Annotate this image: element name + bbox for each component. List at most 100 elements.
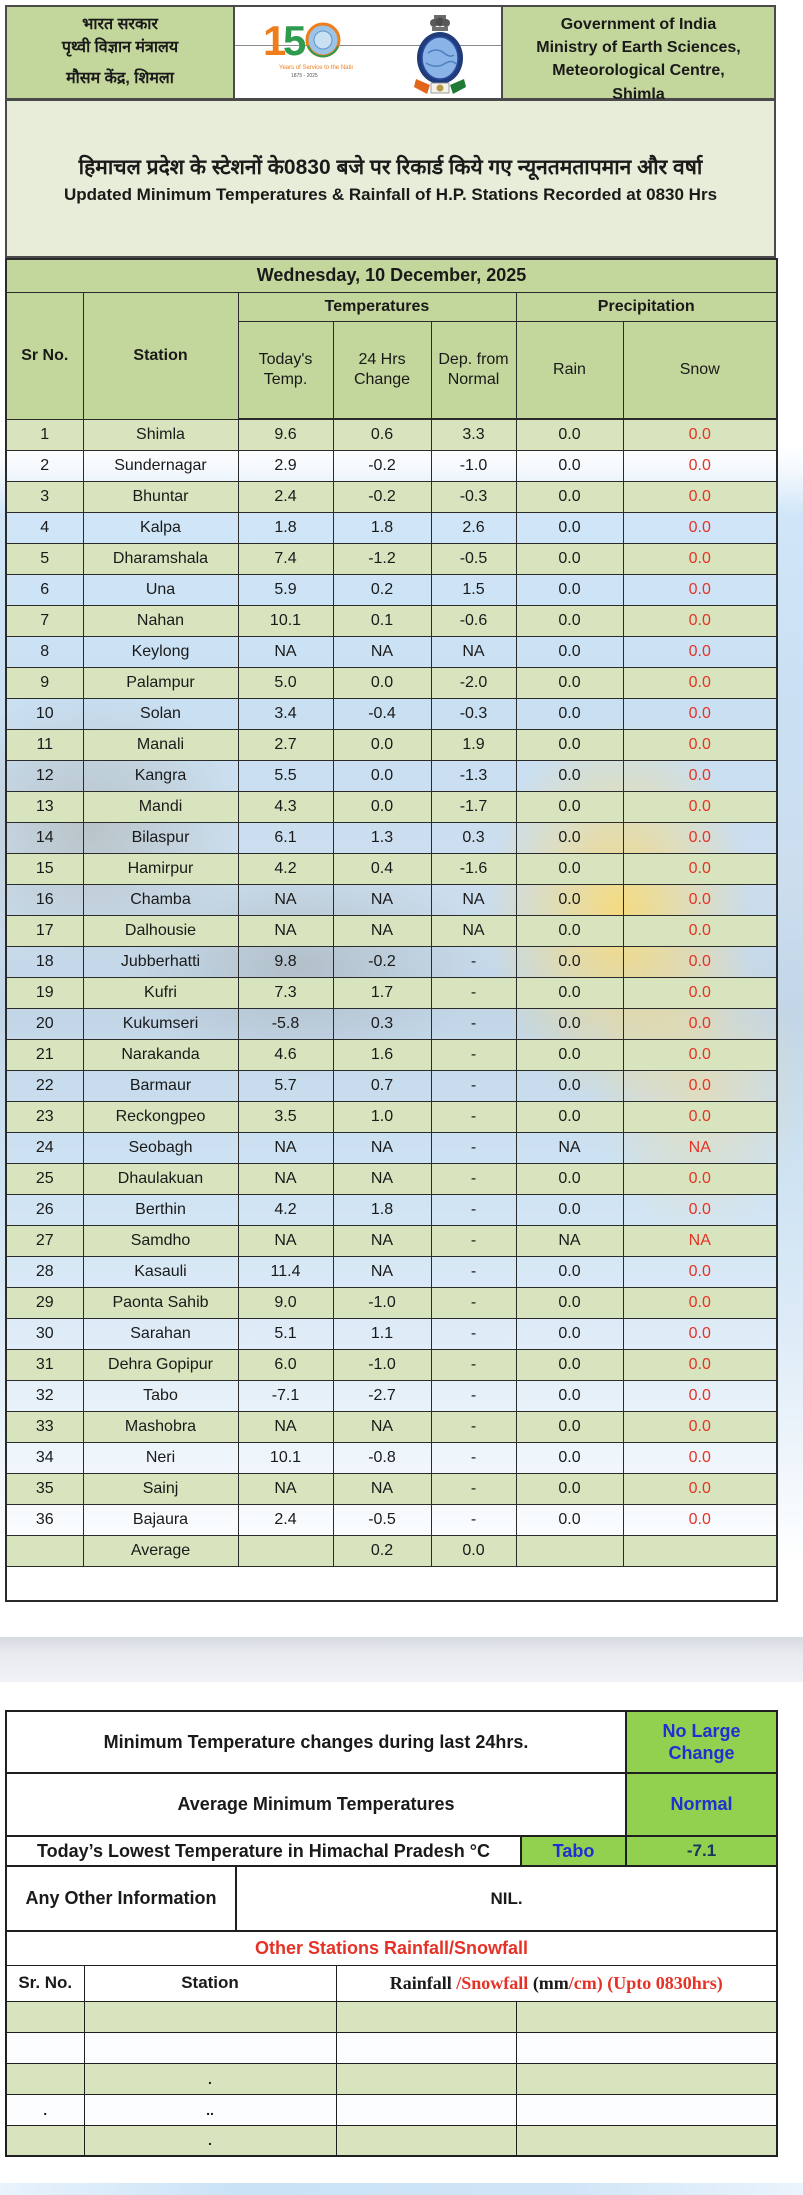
report-title-block: हिमाचल प्रदेश के स्टेशनों के0830 बजे पर … [5,100,776,258]
todays-temp-cell: NA [237,1224,334,1257]
sr-no-cell: 1 [5,418,84,451]
rain-cell: 0.0 [515,666,624,699]
dep-cell: - [430,1379,517,1412]
other-rainfall-cell [335,2093,517,2126]
snow-cell: 0.0 [622,852,778,885]
dep-cell: 1.5 [430,573,517,606]
station-row: 9 Palampur 5.0 0.0 -2.0 0.0 0.0 [5,666,778,699]
sr-no-cell: 34 [5,1441,84,1474]
todays-temp-cell: 2.9 [237,449,334,482]
other-snowfall-cell [515,2062,778,2095]
rainfall-header-segment: /cm) [568,1972,603,1993]
change-cell: 0.0 [332,759,432,792]
dep-cell: 1.9 [430,728,517,761]
column-header-dep-from-normal: Dep. from Normal [430,320,517,420]
divider [235,45,501,46]
rain-cell: NA [515,1131,624,1164]
sr-no-cell: 16 [5,883,84,916]
todays-temp-cell: 4.2 [237,852,334,885]
station-cell: Kufri [82,976,239,1009]
station-row: 6 Una 5.9 0.2 1.5 0.0 0.0 [5,573,778,606]
change-cell: NA [332,883,432,916]
snow-cell: 0.0 [622,1255,778,1288]
change-cell: 0.0 [332,666,432,699]
other-snowfall-cell [515,2124,778,2157]
sr-no-cell: 17 [5,914,84,947]
station-row: 17 Dalhousie NA NA NA 0.0 0.0 [5,914,778,947]
change-cell: -0.2 [332,480,432,513]
station-row: 7 Nahan 10.1 0.1 -0.6 0.0 0.0 [5,604,778,637]
rain-cell: 0.0 [515,1503,624,1536]
todays-temp-cell: 7.3 [237,976,334,1009]
sr-no-cell: 29 [5,1286,84,1319]
dep-cell: - [430,1007,517,1040]
other-header-rainfall-snowfall: Rainfall /Snowfall (mm/cm) (Upto 0830hrs… [335,1964,778,2002]
summary-label: Minimum Temperature changes during last … [4,1710,628,1774]
rain-cell: 0.0 [515,573,624,606]
dep-cell: NA [430,883,517,916]
todays-temp-cell: NA [237,883,334,916]
column-header-snow: Snow [622,320,778,420]
other-snowfall-cell [515,2093,778,2126]
change-cell: -1.0 [332,1286,432,1319]
station-cell: Jubberhatti [82,945,239,978]
todays-temp-cell: 2.4 [237,480,334,513]
column-header-station: Station [82,291,239,420]
dep-cell: - [430,1317,517,1350]
other-station-row [5,2031,778,2064]
other-snowfall-cell [515,2000,778,2033]
sr-no-cell: 22 [5,1069,84,1102]
station-cell: Kalpa [82,511,239,544]
rain-cell: 0.0 [515,883,624,916]
snow-cell: 0.0 [622,697,778,730]
change-cell: -0.2 [332,945,432,978]
sr-no-cell: 11 [5,728,84,761]
rain-cell: 0.0 [515,542,624,575]
sr-no-cell: 28 [5,1255,84,1288]
rain-cell: 0.0 [515,697,624,730]
station-cell: Samdho [82,1224,239,1257]
other-info-value: NIL. [234,1865,779,1932]
snow-cell: 0.0 [622,1162,778,1195]
other-station-row: . [5,2124,778,2157]
sr-no-cell: 26 [5,1193,84,1226]
snow-cell: 0.0 [622,1472,778,1505]
station-cell: Bhuntar [82,480,239,513]
summary-label: Any Other Information [5,1865,237,1932]
change-cell: NA [332,1410,432,1443]
change-cell: -0.8 [332,1441,432,1474]
rain-cell: 0.0 [515,1286,624,1319]
other-sr-cell [5,2124,85,2157]
todays-temp-cell: 6.1 [237,821,334,854]
snow-cell: 0.0 [622,1286,778,1319]
station-row: 25 Dhaulakuan NA NA -0.0 0.0 [5,1162,778,1195]
snow-cell [622,1534,778,1567]
todays-temp-cell: NA [237,635,334,668]
station-row: 22 Barmaur 5.7 0.7-0.0 0.0 [5,1069,778,1102]
rain-cell: NA [515,1224,624,1257]
station-cell: Berthin [82,1193,239,1226]
todays-temp-cell: 3.4 [237,697,334,730]
group-header-precipitation: Precipitation [515,291,778,322]
dep-cell: -0.3 [430,697,517,730]
station-cell: Keylong [82,635,239,668]
todays-temp-cell: 4.6 [237,1038,334,1071]
rainfall-header-segment: (mm [532,1972,569,1993]
snow-cell: 0.0 [622,1100,778,1133]
todays-temp-cell: 11.4 [237,1255,334,1288]
page-break-band [0,1637,803,1682]
rain-cell: 0.0 [515,1472,624,1505]
sr-no-cell: 23 [5,1100,84,1133]
lowest-temp-station-badge: Tabo [519,1835,628,1867]
rainfall-header-segment: Rainfall [389,1972,457,1993]
sr-no-cell: 32 [5,1379,84,1412]
snow-cell: 0.0 [622,976,778,1009]
station-row: 24 Seobagh NA NA - NA NA [5,1131,778,1164]
rain-cell: 0.0 [515,604,624,637]
sr-no-cell: 15 [5,852,84,885]
change-cell: 1.3 [332,821,432,854]
change-cell: 1.8 [332,511,432,544]
dep-cell: -0.3 [430,480,517,513]
station-cell: Nahan [82,604,239,637]
change-cell: 0.0 [332,728,432,761]
